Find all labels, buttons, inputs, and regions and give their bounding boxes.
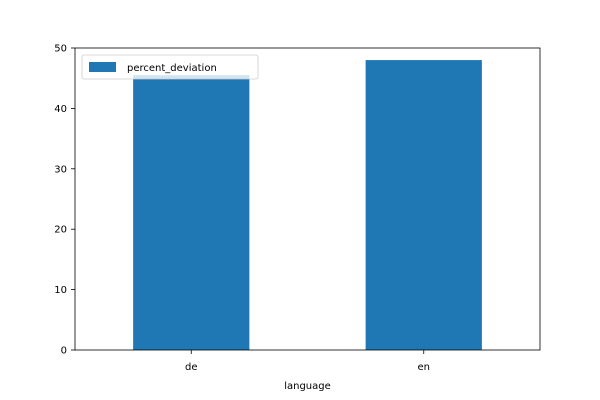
legend-box	[81, 54, 259, 80]
legend: percent_deviation	[81, 54, 259, 80]
y-tick-label: 0	[61, 346, 67, 357]
bar-en	[365, 60, 482, 350]
x-tick-label: de	[185, 362, 198, 373]
x-tick-label: en	[418, 362, 431, 373]
x-axis-label: language	[284, 381, 331, 392]
y-tick-label: 20	[54, 225, 67, 236]
y-tick-label: 50	[54, 44, 67, 55]
legend-swatch	[89, 62, 116, 72]
bar-de	[133, 75, 250, 350]
legend-label: percent_deviation	[127, 63, 217, 74]
y-tick-label: 40	[54, 104, 67, 115]
y-tick-label: 30	[54, 164, 67, 175]
axes-layer: de en 0 10 20 30 40 50	[54, 44, 541, 373]
plot-frame	[74, 47, 541, 351]
bars-layer	[133, 60, 482, 350]
y-tick-label: 10	[54, 285, 67, 296]
